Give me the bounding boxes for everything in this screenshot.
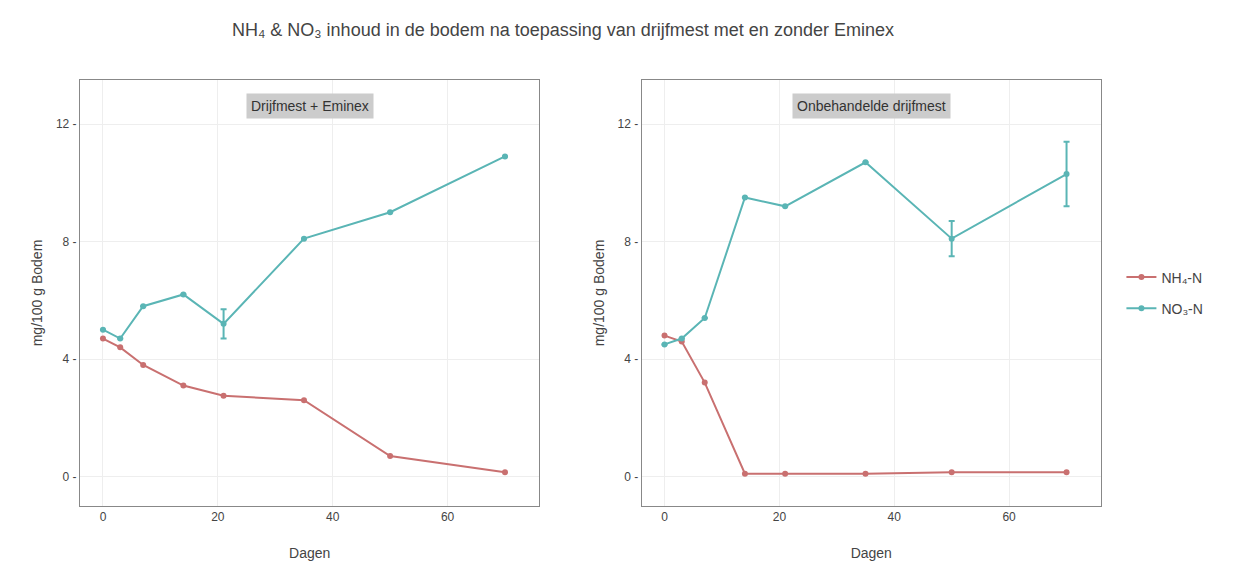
svg-text:Drijfmest + Eminex: Drijfmest + Eminex (251, 98, 369, 114)
svg-text:0 -: 0 - (63, 470, 77, 484)
svg-text:12 -: 12 - (56, 117, 77, 131)
svg-text:20: 20 (211, 510, 225, 524)
svg-text:40: 40 (326, 510, 340, 524)
svg-text:4 -: 4 - (624, 352, 638, 366)
svg-text:20: 20 (773, 510, 787, 524)
svg-text:Dagen: Dagen (851, 545, 892, 561)
svg-text:60: 60 (1002, 510, 1016, 524)
svg-text:NO₃-N: NO₃-N (1161, 301, 1202, 317)
svg-text:40: 40 (888, 510, 902, 524)
svg-text:0: 0 (100, 510, 107, 524)
svg-text:NH₄-N: NH₄-N (1161, 270, 1202, 286)
svg-text:Dagen: Dagen (289, 545, 330, 561)
svg-text:12 -: 12 - (617, 117, 638, 131)
svg-text:NH₄ & NO₃ inhoud in de bodem n: NH₄ & NO₃ inhoud in de bodem na toepassi… (232, 20, 894, 40)
svg-text:Onbehandelde drijfmest: Onbehandelde drijfmest (797, 98, 946, 114)
svg-text:0: 0 (661, 510, 668, 524)
svg-text:8 -: 8 - (63, 235, 77, 249)
svg-text:60: 60 (441, 510, 455, 524)
svg-text:0 -: 0 - (624, 470, 638, 484)
svg-text:4 -: 4 - (63, 352, 77, 366)
svg-text:mg/100 g Bodem: mg/100 g Bodem (29, 240, 45, 347)
svg-text:mg/100 g Bodem: mg/100 g Bodem (591, 240, 607, 347)
svg-text:8 -: 8 - (624, 235, 638, 249)
